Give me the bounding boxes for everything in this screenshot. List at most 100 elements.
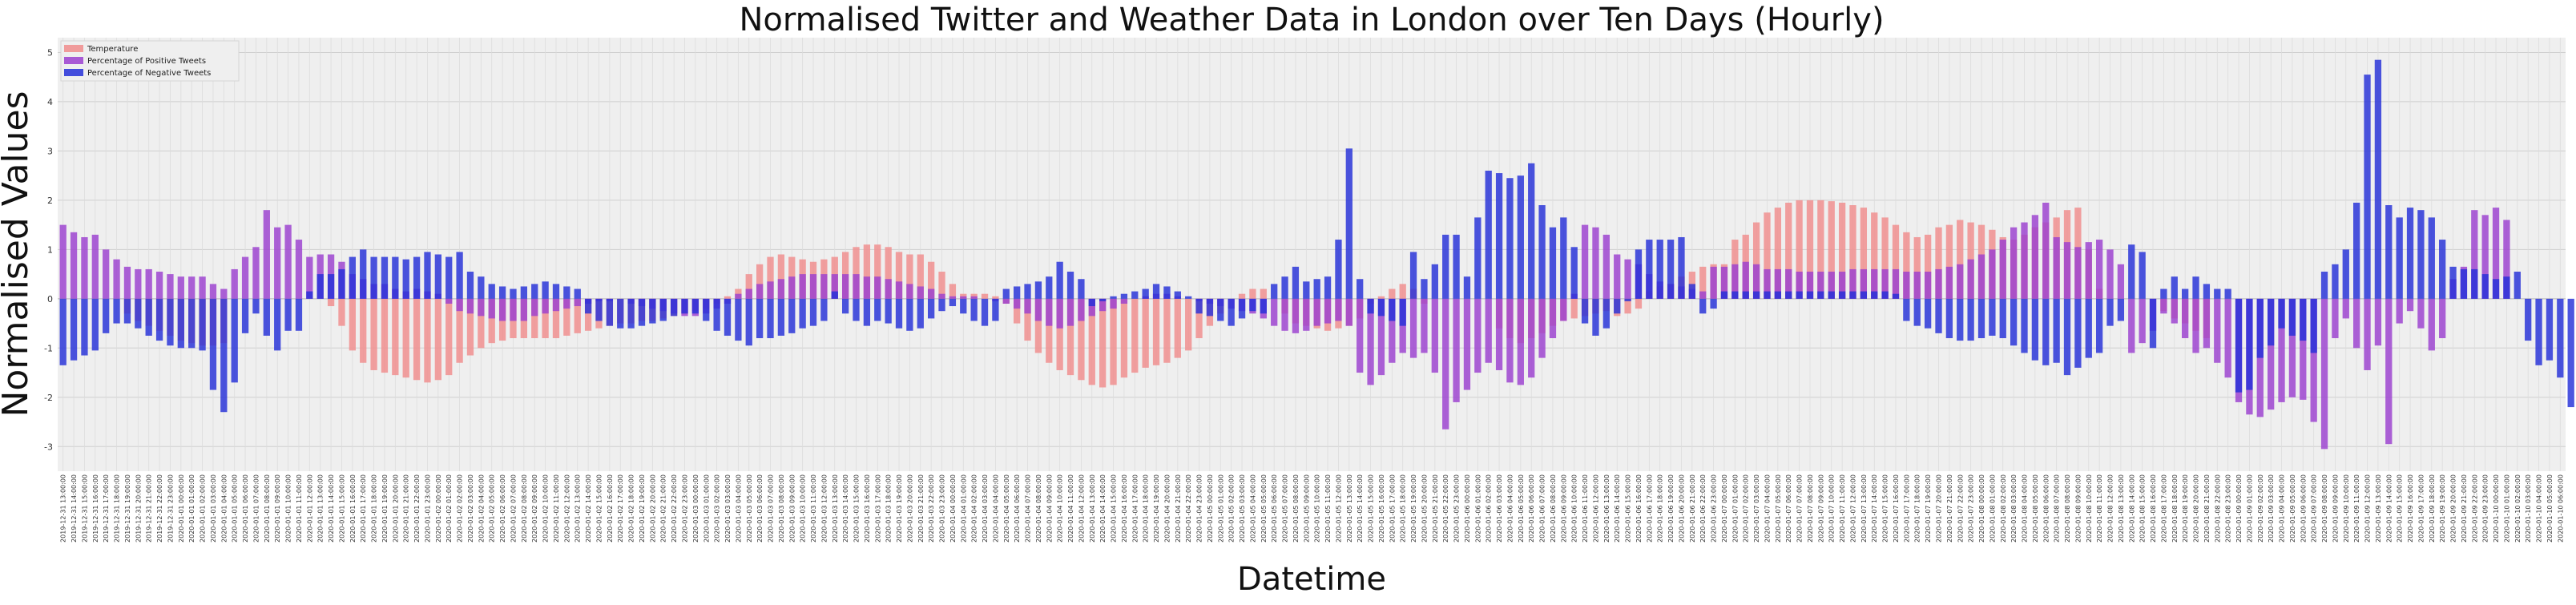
positive-tweets-bar <box>1528 298 1535 378</box>
x-tick-label: 2020-01-01 15:00:00 <box>338 474 345 542</box>
negative-tweets-bar <box>2278 298 2285 329</box>
x-tick-label: 2020-01-02 09:00:00 <box>531 474 538 542</box>
positive-tweets-bar <box>306 256 313 299</box>
legend-box <box>60 40 240 82</box>
positive-tweets-bar <box>2224 298 2231 378</box>
x-tick-label: 2020-01-05 14:00:00 <box>1357 474 1364 542</box>
negative-tweets-bar <box>2525 298 2532 341</box>
positive-tweets-bar <box>1271 298 1278 326</box>
x-tick-label: 2020-01-04 00:00:00 <box>949 474 957 542</box>
negative-tweets-bar <box>295 298 303 331</box>
negative-tweets-bar <box>1828 291 1835 299</box>
positive-tweets-bar <box>1335 298 1342 321</box>
positive-tweets-bar <box>2031 215 2039 299</box>
x-tick-label: 2020-01-07 13:00:00 <box>1860 474 1868 542</box>
x-tick-label: 2020-01-05 18:00:00 <box>1400 474 1407 542</box>
negative-tweets-bar <box>2503 276 2510 299</box>
negative-tweets-bar <box>327 274 335 299</box>
negative-tweets-bar <box>853 298 860 321</box>
positive-tweets-bar <box>1967 259 1974 299</box>
negative-tweets-bar <box>2514 272 2521 299</box>
x-tick-label: 2020-01-04 02:00:00 <box>971 474 978 542</box>
bars <box>59 59 2574 450</box>
negative-tweets-bar <box>349 256 356 299</box>
x-tick-label: 2019-12-31 16:00:00 <box>92 474 99 542</box>
x-tick-label: 2020-01-04 23:00:00 <box>1196 474 1203 542</box>
negative-tweets-bar <box>123 298 131 324</box>
positive-tweets-bar <box>1838 272 1846 299</box>
x-tick-label: 2020-01-03 11:00:00 <box>810 474 817 542</box>
temperature-bar <box>478 298 485 349</box>
positive-tweets-bar <box>209 284 217 299</box>
positive-tweets-bar <box>2063 242 2071 299</box>
positive-tweets-bar <box>756 284 764 299</box>
x-tick-label: 2020-01-02 04:00:00 <box>478 474 485 542</box>
temperature-bar <box>853 247 860 299</box>
negative-tweets-bar <box>1635 249 1643 299</box>
negative-tweets-bar <box>488 284 495 299</box>
x-tick-label: 2020-01-01 07:00:00 <box>252 474 260 542</box>
negative-tweets-bar <box>2385 205 2393 299</box>
negative-tweets-bar <box>1110 296 1117 299</box>
positive-tweets-bar <box>853 274 860 299</box>
x-tick-label: 2020-01-01 03:00:00 <box>210 474 217 542</box>
positive-tweets-bar <box>745 288 752 299</box>
positive-tweets-bar <box>2160 298 2167 314</box>
positive-tweets-bar <box>2385 298 2393 445</box>
positive-tweets-bar <box>1892 268 1900 299</box>
temperature-bar <box>1860 208 1868 299</box>
x-tick-label: 2020-01-01 21:00:00 <box>403 474 410 542</box>
negative-tweets-bar <box>1796 291 1803 299</box>
positive-tweets-bar <box>2428 298 2435 351</box>
negative-tweets-bar <box>756 298 764 339</box>
temperature-bar <box>1066 298 1074 376</box>
x-tick-label: 2020-01-07 02:00:00 <box>1743 474 1750 542</box>
x-tick-label: 2020-01-01 19:00:00 <box>381 474 389 542</box>
negative-tweets-bar <box>2320 272 2328 299</box>
x-tick-label: 2020-01-05 20:00:00 <box>1421 474 1428 542</box>
negative-tweets-bar <box>1271 284 1278 299</box>
x-tick-label: 2020-01-01 17:00:00 <box>360 474 367 542</box>
positive-tweets-bar <box>1935 268 1942 299</box>
negative-tweets-bar <box>681 298 688 314</box>
positive-tweets-bar <box>2288 298 2296 397</box>
x-tick-label: 2020-01-05 15:00:00 <box>1368 474 1375 542</box>
x-tick-label: 2020-01-10 00:00:00 <box>2493 474 2500 542</box>
positive-tweets-bar <box>1549 298 1557 339</box>
temperature-bar <box>949 284 957 299</box>
x-tick-label: 2020-01-09 01:00:00 <box>2246 474 2253 542</box>
x-tick-label: 2020-01-06 03:00:00 <box>1496 474 1503 542</box>
x-tick-label: 2020-01-02 21:00:00 <box>660 474 667 542</box>
negative-tweets-bar <box>188 298 196 349</box>
negative-tweets-bar <box>2492 279 2500 299</box>
positive-tweets-bar <box>1024 298 1031 314</box>
temperature-bar <box>1913 236 1921 299</box>
x-tick-label: 2020-01-02 13:00:00 <box>574 474 582 542</box>
negative-tweets-bar <box>2471 268 2478 299</box>
temperature-bar <box>1120 298 1128 378</box>
temperature-bar <box>1131 298 1139 373</box>
x-tick-label: 2019-12-31 15:00:00 <box>81 474 88 542</box>
negative-tweets-bar <box>1024 284 1031 299</box>
negative-tweets-bar <box>2364 75 2371 299</box>
positive-tweets-bar <box>1945 266 1953 299</box>
x-tick-label: 2020-01-08 15:00:00 <box>2139 474 2147 542</box>
negative-tweets-bar <box>2396 217 2403 299</box>
negative-tweets-bar <box>1614 298 1621 314</box>
x-tick-label: 2020-01-03 16:00:00 <box>864 474 871 542</box>
temperature-bar <box>488 298 495 344</box>
x-tick-label: 2020-01-09 16:00:00 <box>2407 474 2414 542</box>
negative-tweets-bar <box>1195 298 1203 314</box>
positive-tweets-bar <box>2074 247 2082 299</box>
x-tick-label: 2020-01-01 02:00:00 <box>200 474 207 542</box>
x-tick-label: 2020-01-07 18:00:00 <box>1914 474 1921 542</box>
negative-tweets-bar <box>2268 298 2275 346</box>
x-tick-label: 2020-01-07 19:00:00 <box>1925 474 1932 542</box>
positive-tweets-bar <box>2310 298 2317 422</box>
x-tick-label: 2020-01-04 11:00:00 <box>1067 474 1074 542</box>
temperature-bar <box>1774 208 1782 299</box>
positive-tweets-bar <box>2128 298 2135 353</box>
x-tick-label: 2020-01-01 23:00:00 <box>424 474 431 542</box>
negative-tweets-bar <box>135 298 142 329</box>
